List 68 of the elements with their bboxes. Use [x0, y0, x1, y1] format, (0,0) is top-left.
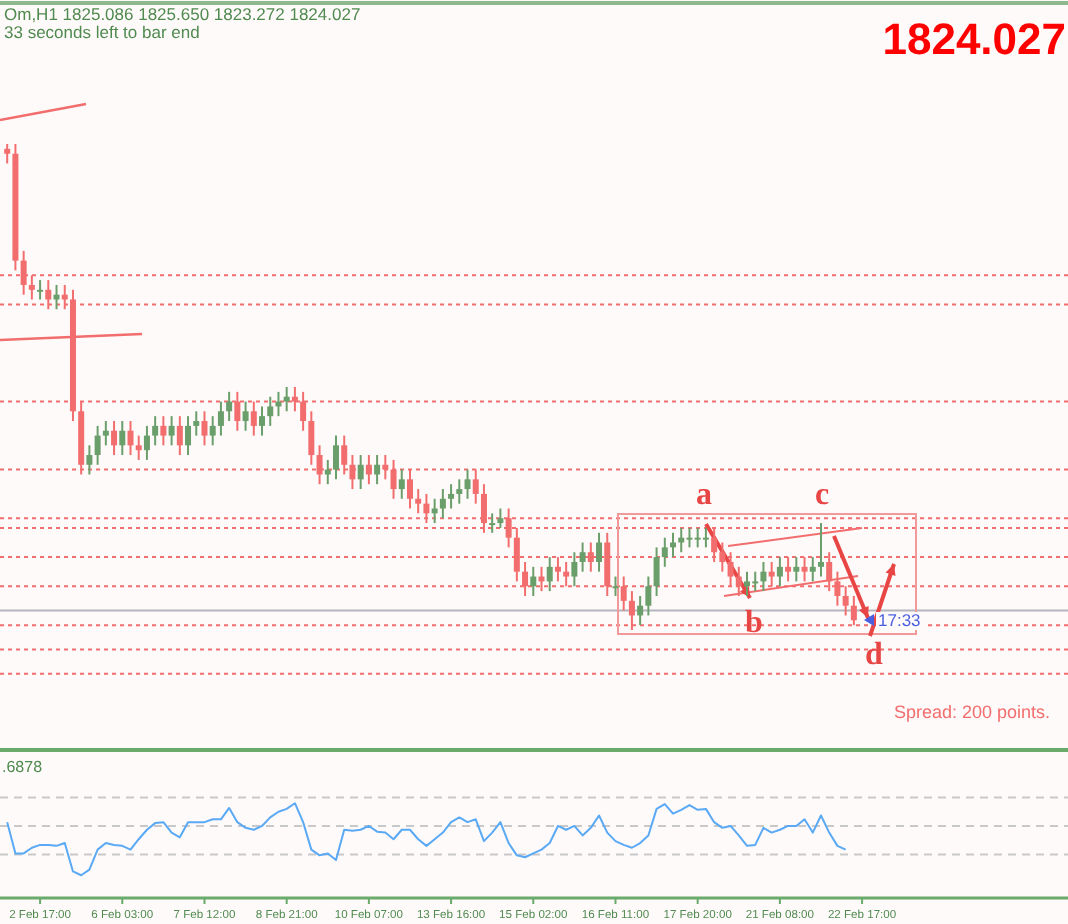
candlestick: [152, 415, 159, 447]
candlestick: [596, 531, 603, 573]
candlestick: [464, 468, 471, 500]
candlestick: [637, 594, 644, 627]
candlestick: [398, 468, 405, 500]
candlestick: [37, 279, 44, 301]
candlestick: [546, 556, 553, 593]
candlestick: [53, 283, 60, 311]
candlestick: [333, 434, 339, 481]
candlestick: [226, 390, 233, 423]
text: Spread: 200 points.: [893, 702, 1050, 722]
candlestick: [571, 551, 578, 588]
candlestick: [267, 395, 274, 427]
candlestick: [439, 488, 446, 520]
candlestick: [217, 400, 224, 437]
text: Om,H1 1825.086 1825.650 1823.272 1824.027: [4, 4, 361, 24]
candlestick: [415, 488, 422, 515]
candlestick: [111, 420, 118, 457]
candlestick: [760, 560, 767, 593]
candlestick: [793, 556, 800, 583]
candlestick: [185, 415, 192, 457]
candlestick: [448, 483, 455, 510]
candlestick: [357, 454, 364, 491]
candlestick: [242, 400, 249, 432]
text: 1824.027: [882, 14, 1066, 64]
candlestick: [686, 526, 693, 549]
candlestick: [4, 143, 11, 165]
candlestick: [661, 536, 668, 568]
candlestick: [94, 424, 101, 466]
candlestick: [283, 386, 290, 413]
candlestick: [209, 415, 216, 447]
candlestick: [135, 434, 142, 461]
candlestick: [259, 405, 266, 437]
candlestick: [530, 565, 537, 597]
candlestick: [678, 526, 685, 554]
candlestick: [752, 570, 759, 593]
candlestick: [119, 420, 126, 457]
candlestick: [817, 522, 824, 578]
candlestick: [160, 415, 167, 447]
candlestick: [645, 575, 652, 617]
annotation: a: [696, 478, 712, 512]
candlestick: [653, 546, 660, 597]
candlestick: [456, 478, 463, 505]
candlestick: [776, 556, 783, 588]
candlestick: [365, 454, 372, 486]
candlestick: [497, 507, 504, 529]
candlestick: [143, 424, 150, 461]
candlestick: [193, 410, 200, 437]
candlestick: [702, 526, 709, 549]
candlestick: [579, 541, 586, 573]
candlestick: [86, 444, 93, 476]
candlestick: [127, 420, 134, 457]
candlestick: [168, 415, 175, 447]
annotation: b: [745, 606, 764, 640]
text: 33 seconds left to bar end: [4, 22, 201, 42]
candlestick: [374, 454, 381, 486]
candlestick: [694, 526, 701, 549]
annotation: c: [814, 478, 830, 512]
text: .6878: [2, 758, 44, 776]
candlestick: [489, 512, 496, 534]
candlestick: [612, 575, 619, 597]
candlestick: [102, 420, 109, 447]
candlestick: [308, 410, 315, 466]
text: 17:33: [878, 610, 922, 630]
candlestick: [809, 556, 816, 583]
candlestick: [201, 410, 208, 447]
candlestick: [176, 415, 183, 457]
text: d: [865, 638, 884, 672]
